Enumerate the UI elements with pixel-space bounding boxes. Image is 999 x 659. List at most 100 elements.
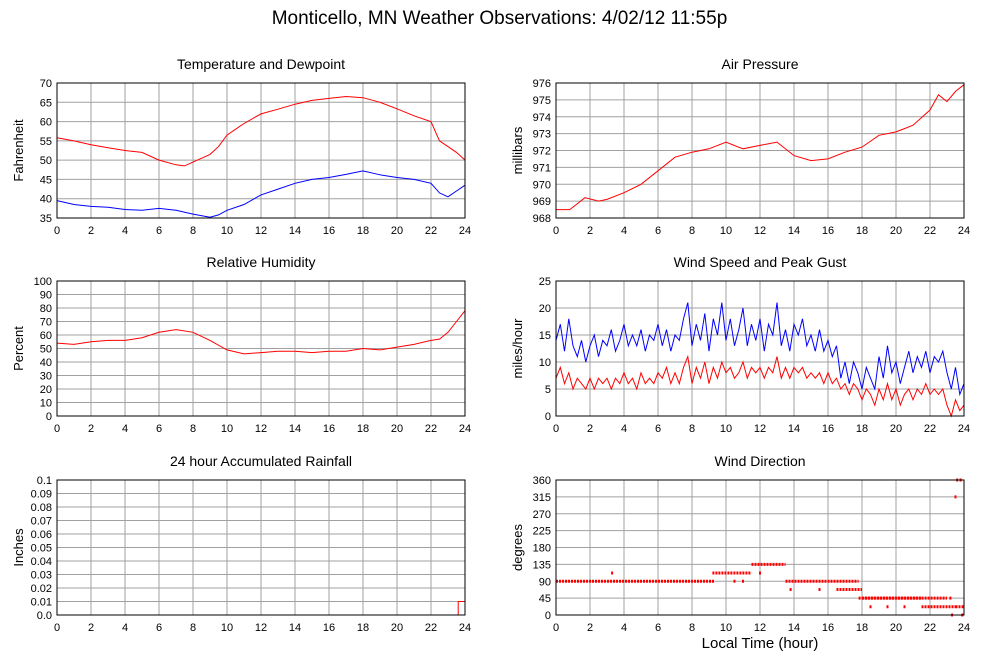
direction-point bbox=[611, 571, 614, 575]
x-tick-label: 22 bbox=[924, 225, 936, 237]
y-tick-label: 60 bbox=[40, 330, 52, 342]
y-tick-label: 65 bbox=[40, 97, 52, 109]
x-tick-label: 2 bbox=[587, 423, 593, 435]
y-tick-label: 50 bbox=[40, 344, 52, 356]
y-tick-label: 0.01 bbox=[31, 597, 52, 609]
x-tick-label: 12 bbox=[754, 225, 766, 237]
y-tick-label: 971 bbox=[533, 162, 551, 174]
temp-y-axis-label: Fahrenheit bbox=[11, 119, 26, 182]
y-tick-label: 976 bbox=[533, 78, 551, 90]
x-tick-label: 24 bbox=[958, 423, 970, 435]
x-tick-label: 22 bbox=[924, 423, 936, 435]
y-tick-label: 972 bbox=[533, 146, 551, 158]
x-axis-title: Local Time (hour) bbox=[701, 635, 819, 652]
x-tick-label: 2 bbox=[587, 622, 593, 634]
x-tick-label: 0 bbox=[553, 423, 559, 435]
wind-y-axis-label: miles/hour bbox=[510, 318, 525, 379]
y-tick-label: 30 bbox=[40, 371, 52, 383]
y-tick-label: 0.02 bbox=[31, 583, 52, 595]
direction-point bbox=[742, 579, 744, 583]
x-tick-label: 14 bbox=[788, 423, 800, 435]
x-tick-label: 18 bbox=[357, 225, 369, 237]
x-tick-label: 4 bbox=[122, 423, 128, 435]
x-tick-label: 24 bbox=[958, 622, 970, 634]
x-tick-label: 22 bbox=[425, 423, 437, 435]
pressure-title: Air Pressure bbox=[721, 56, 798, 72]
y-tick-label: 55 bbox=[40, 136, 52, 148]
x-tick-label: 8 bbox=[190, 225, 196, 237]
x-tick-label: 8 bbox=[190, 622, 196, 634]
x-tick-label: 8 bbox=[689, 423, 695, 435]
x-tick-label: 8 bbox=[689, 225, 695, 237]
x-tick-label: 12 bbox=[255, 225, 267, 237]
temp-plot-frame bbox=[56, 82, 466, 219]
x-tick-label: 4 bbox=[621, 423, 627, 435]
x-tick-label: 20 bbox=[890, 622, 902, 634]
direction-chart: 0 2 4 6 8 10 12 14 16 18 20 22 240459013518022527031… bbox=[510, 453, 970, 634]
direction-point bbox=[949, 596, 952, 600]
y-tick-label: 0.03 bbox=[31, 570, 52, 582]
wind-series-red bbox=[555, 354, 965, 418]
x-tick-label: 4 bbox=[122, 225, 128, 237]
x-tick-label: 4 bbox=[122, 622, 128, 634]
x-tick-label: 18 bbox=[357, 423, 369, 435]
y-tick-label: 40 bbox=[40, 357, 52, 369]
wind-plot-frame bbox=[555, 280, 965, 417]
x-tick-label: 12 bbox=[255, 423, 267, 435]
x-tick-label: 4 bbox=[621, 225, 627, 237]
x-tick-label: 22 bbox=[924, 622, 936, 634]
y-tick-label: 45 bbox=[539, 593, 551, 605]
y-tick-label: 969 bbox=[533, 196, 551, 208]
y-tick-label: 0.1 bbox=[37, 475, 52, 487]
pressure-plot-frame bbox=[555, 82, 965, 219]
y-tick-label: 180 bbox=[533, 543, 551, 555]
x-tick-label: 12 bbox=[754, 622, 766, 634]
y-tick-label: 0.06 bbox=[31, 529, 52, 541]
x-tick-label: 10 bbox=[720, 225, 732, 237]
humidity-series-red bbox=[56, 310, 466, 355]
x-tick-label: 24 bbox=[459, 225, 471, 237]
y-tick-label: 0.05 bbox=[31, 543, 52, 555]
temp-series-blue bbox=[56, 170, 466, 218]
y-tick-label: 225 bbox=[533, 526, 551, 538]
x-tick-label: 10 bbox=[221, 622, 233, 634]
x-tick-label: 18 bbox=[856, 622, 868, 634]
rain-plot-frame bbox=[56, 479, 466, 616]
x-tick-label: 24 bbox=[459, 622, 471, 634]
x-tick-label: 12 bbox=[754, 423, 766, 435]
x-tick-label: 10 bbox=[720, 423, 732, 435]
x-tick-label: 6 bbox=[655, 225, 661, 237]
x-tick-label: 10 bbox=[221, 423, 233, 435]
temp-title: Temperature and Dewpoint bbox=[177, 56, 345, 72]
x-tick-label: 24 bbox=[958, 225, 970, 237]
x-tick-label: 20 bbox=[391, 225, 403, 237]
direction-point bbox=[759, 571, 761, 575]
y-tick-label: 0 bbox=[545, 411, 551, 423]
x-tick-label: 0 bbox=[553, 622, 559, 634]
y-tick-label: 135 bbox=[533, 559, 551, 571]
y-tick-label: 15 bbox=[539, 330, 551, 342]
y-tick-label: 270 bbox=[533, 509, 551, 521]
y-tick-label: 0.08 bbox=[31, 502, 52, 514]
direction-title: Wind Direction bbox=[714, 453, 805, 469]
y-tick-label: 80 bbox=[40, 303, 52, 315]
y-tick-label: 20 bbox=[539, 303, 551, 315]
direction-point bbox=[903, 605, 906, 609]
rain-y-axis-label: Inches bbox=[11, 528, 26, 567]
direction-y-axis-label: degrees bbox=[510, 524, 525, 571]
x-tick-label: 16 bbox=[822, 225, 834, 237]
humidity-title: Relative Humidity bbox=[207, 254, 316, 270]
y-tick-label: 90 bbox=[539, 576, 551, 588]
y-tick-label: 45 bbox=[40, 174, 52, 186]
x-tick-label: 6 bbox=[156, 225, 162, 237]
x-tick-label: 10 bbox=[221, 225, 233, 237]
y-tick-label: 0.0 bbox=[37, 610, 52, 622]
direction-point bbox=[954, 495, 957, 499]
humidity-chart: 0 2 4 6 8 10 12 14 16 18 20 22 240102030405060708090… bbox=[11, 254, 471, 435]
x-tick-label: 6 bbox=[156, 622, 162, 634]
x-tick-label: 16 bbox=[822, 622, 834, 634]
x-tick-label: 16 bbox=[323, 423, 335, 435]
x-tick-label: 22 bbox=[425, 225, 437, 237]
y-tick-label: 25 bbox=[539, 276, 551, 288]
